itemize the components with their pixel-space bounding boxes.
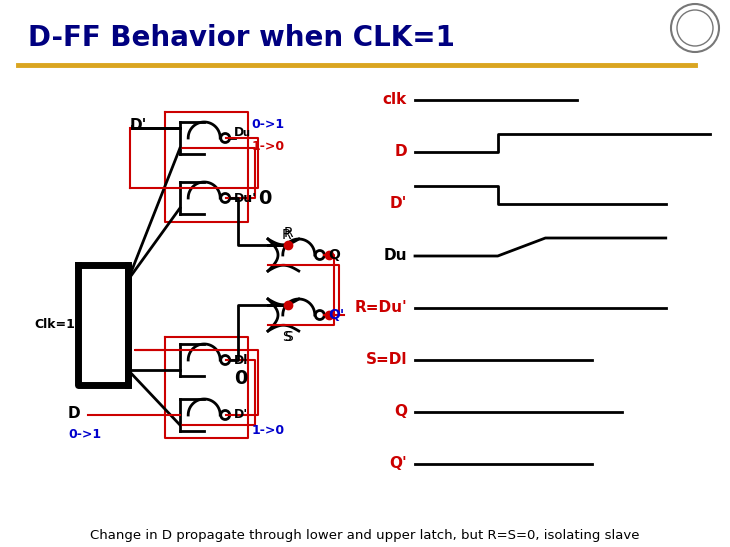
Text: D': D'	[130, 119, 147, 133]
Text: Clk=1: Clk=1	[34, 318, 75, 331]
Text: D: D	[68, 405, 80, 421]
Text: 0->1: 0->1	[68, 428, 101, 441]
Text: D-FF Behavior when CLK=1: D-FF Behavior when CLK=1	[28, 24, 455, 52]
Text: Q: Q	[328, 248, 340, 262]
Text: 0: 0	[234, 369, 247, 387]
Text: Dl: Dl	[234, 353, 248, 366]
Text: 0->1: 0->1	[252, 118, 285, 131]
Text: 1->0: 1->0	[252, 424, 285, 438]
Text: R: R	[284, 226, 293, 240]
Text: Q': Q'	[328, 308, 345, 322]
Text: Du': Du'	[234, 191, 257, 205]
Text: clk: clk	[383, 92, 407, 108]
Text: D': D'	[390, 196, 407, 212]
Text: D: D	[234, 126, 244, 139]
Text: 0: 0	[258, 189, 271, 207]
Text: Change in D propagate through lower and upper latch, but R=S=0, isolating slave: Change in D propagate through lower and …	[91, 528, 639, 542]
Text: D: D	[394, 144, 407, 160]
Text: Q: Q	[394, 404, 407, 420]
Text: S: S	[284, 330, 293, 344]
Text: 1->0: 1->0	[252, 139, 285, 153]
Text: Du: Du	[383, 248, 407, 264]
Text: Q': Q'	[389, 457, 407, 472]
Text: R=Du': R=Du'	[354, 300, 407, 316]
Text: D': D'	[234, 409, 248, 422]
Text: S: S	[282, 330, 291, 344]
Text: u: u	[242, 128, 250, 138]
Text: R: R	[282, 228, 291, 242]
Text: S=Dl: S=Dl	[366, 352, 407, 368]
